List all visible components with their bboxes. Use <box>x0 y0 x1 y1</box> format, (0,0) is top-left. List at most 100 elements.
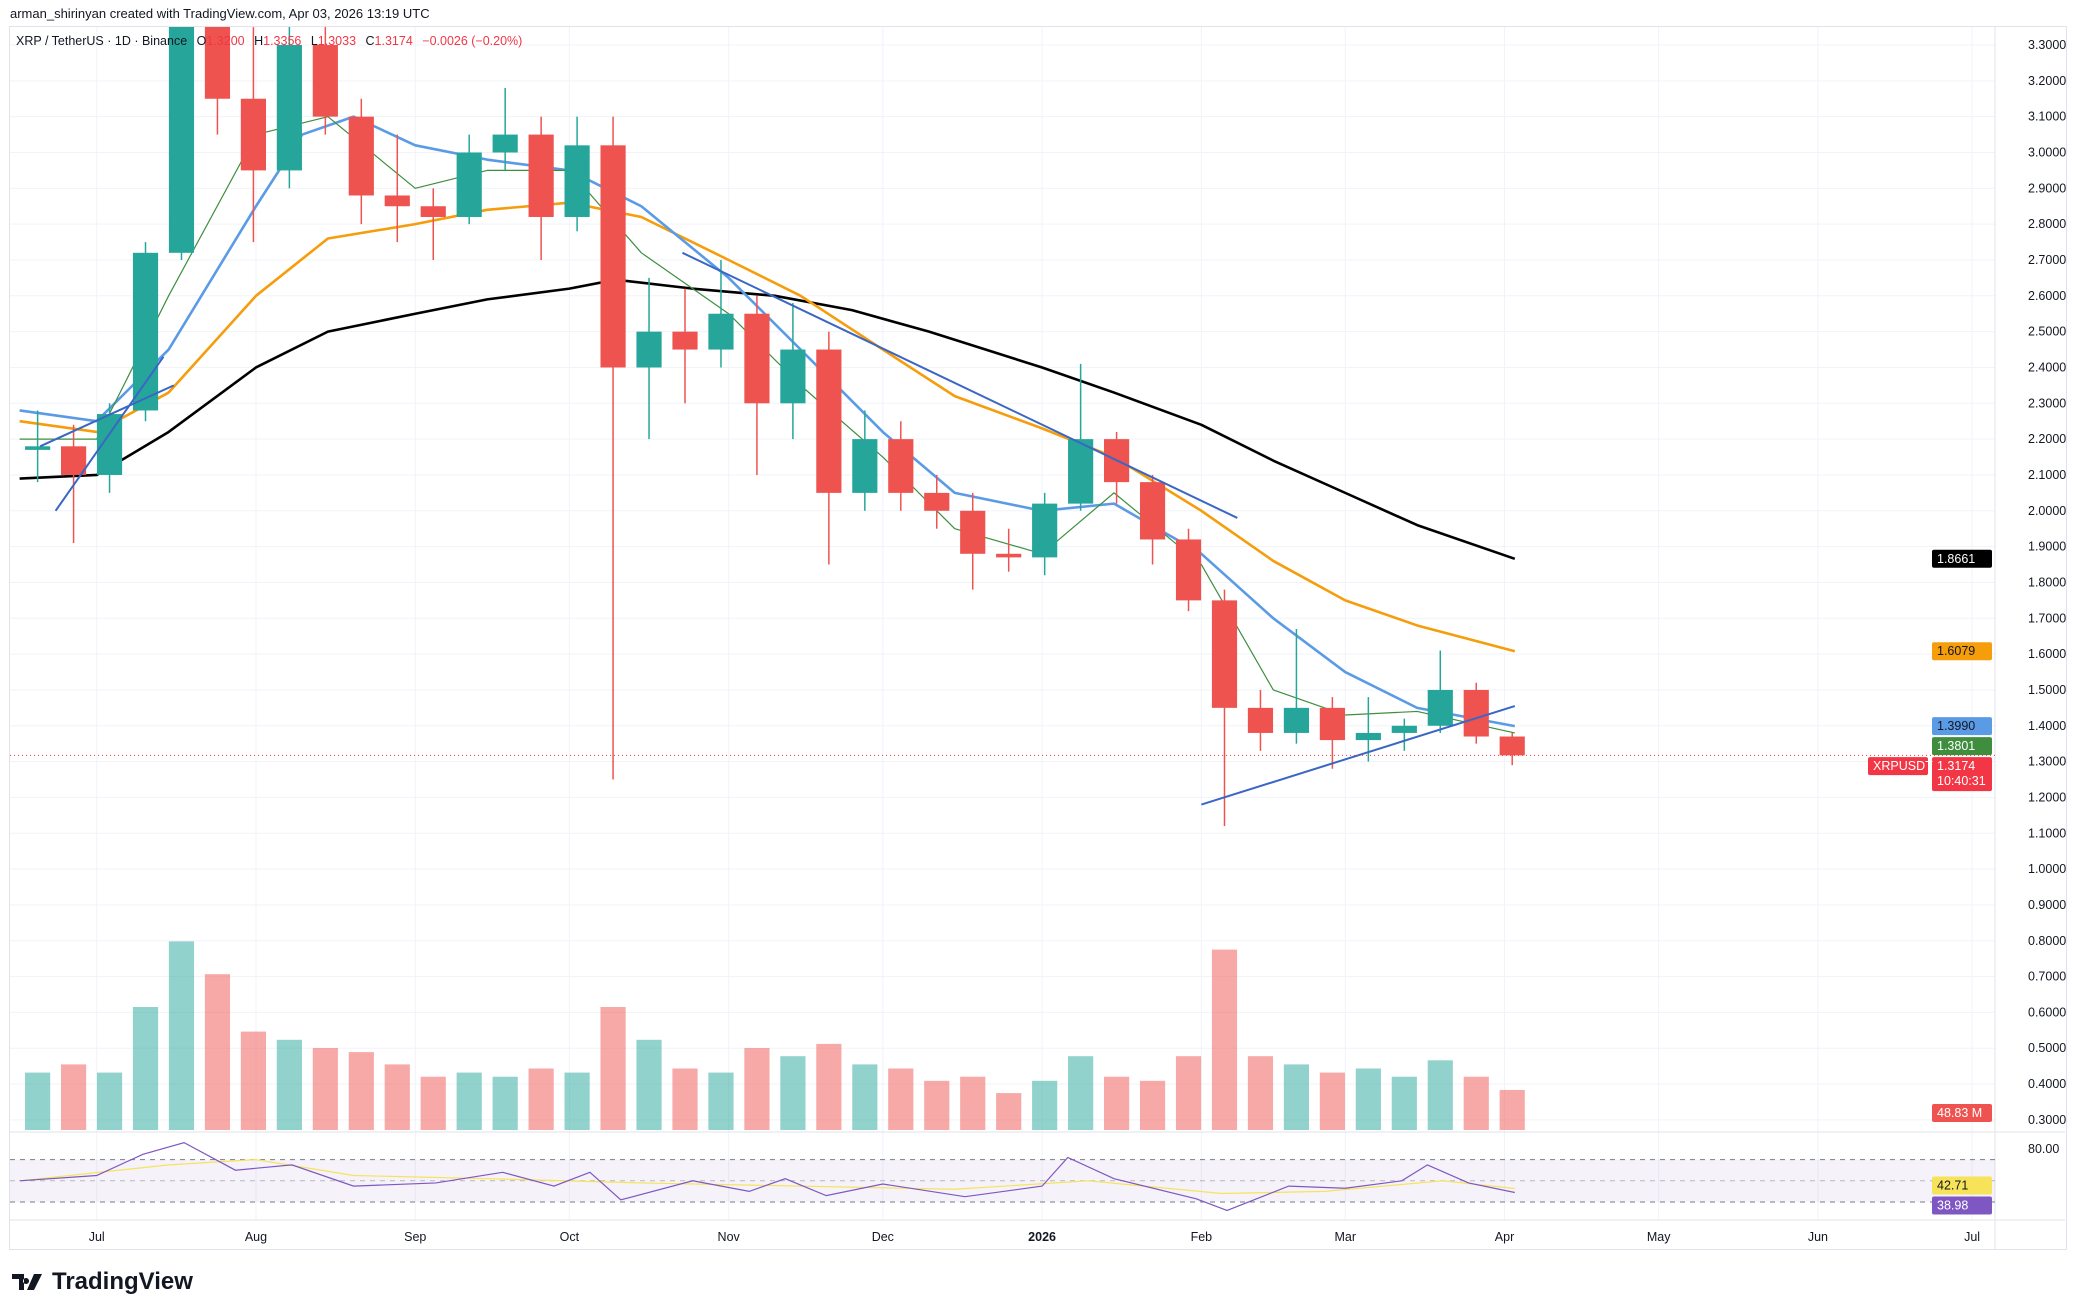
volume-value-label-bg <box>1932 1104 1992 1122</box>
volume-bar <box>1139 1080 1166 1130</box>
price-tick-label: 1.5000 <box>2028 683 2066 697</box>
candle-body <box>132 252 159 411</box>
open-value: 1.3200 <box>206 34 245 48</box>
volume-bar <box>1427 1060 1453 1130</box>
price-tick-label: 1.9000 <box>2028 540 2066 554</box>
volume-bar <box>276 1039 302 1130</box>
price-tick-label: 1.3000 <box>2028 755 2066 769</box>
price-tick-label: 1.8000 <box>2028 575 2066 589</box>
candle-body <box>1211 600 1238 708</box>
price-tick-label: 2.0000 <box>2028 504 2066 518</box>
ma-value-label-bg <box>1932 737 1992 756</box>
ma-value-label-bg <box>1932 549 1992 568</box>
candle-body <box>96 414 123 475</box>
chart-frame <box>9 26 2067 1250</box>
time-tick-label: Apr <box>1495 1230 1514 1244</box>
volume-bar <box>600 1007 626 1130</box>
candle-body <box>25 446 51 450</box>
ma-value-label-bg <box>1932 717 1992 736</box>
candle-body <box>924 492 950 511</box>
last-price-value: 1.3174 <box>1937 759 1975 773</box>
price-tick-label: 2.4000 <box>2028 360 2066 374</box>
moving-average-line <box>19 201 1516 653</box>
tradingview-logo-icon <box>12 1274 42 1290</box>
candle-body <box>780 349 806 404</box>
volume-bar <box>744 1048 770 1130</box>
candle-body <box>636 331 662 368</box>
last-price-tag-bg <box>1932 757 1992 792</box>
volume-bar <box>708 1072 734 1130</box>
candle-body <box>672 331 698 350</box>
candle-body <box>1068 439 1094 504</box>
low-value: 1.3033 <box>317 34 357 48</box>
volume-bar <box>672 1068 698 1130</box>
rsi-value-label: 38.98 <box>1937 1199 1968 1213</box>
time-tick-label: Feb <box>1191 1230 1213 1244</box>
volume-bar <box>1068 1056 1094 1130</box>
volume-bar <box>60 1064 87 1130</box>
time-tick-label: Aug <box>245 1230 267 1244</box>
candle-body <box>888 439 914 493</box>
volume-bar <box>1319 1072 1345 1130</box>
time-tick-label: Jun <box>1808 1230 1828 1244</box>
rsi-value-label-bg <box>1932 1196 1992 1215</box>
volume-bar <box>1355 1068 1381 1130</box>
price-tick-label: 3.3000 <box>2028 38 2066 52</box>
volume-value-label: 48.83 M <box>1937 1106 1982 1120</box>
time-tick-label: 2026 <box>1028 1230 1056 1244</box>
moving-average-line <box>19 115 1516 728</box>
volume-bar <box>1211 949 1238 1130</box>
candle-body <box>1319 707 1345 741</box>
high-label: H <box>254 34 264 48</box>
candle-body <box>996 553 1022 558</box>
price-tick-label: 1.0000 <box>2028 862 2066 876</box>
candle-body <box>600 145 626 368</box>
volume-bar <box>25 1072 51 1130</box>
candle-body <box>348 116 374 196</box>
price-tick-label: 0.4000 <box>2028 1077 2066 1091</box>
candle-body <box>1175 539 1202 601</box>
candle-body <box>528 134 554 217</box>
volume-bar <box>420 1076 446 1130</box>
candle-body <box>456 152 482 217</box>
volume-bar <box>1283 1064 1310 1130</box>
price-tick-label: 1.1000 <box>2028 826 2066 840</box>
volume-bar <box>924 1080 950 1130</box>
symbol-legend: XRP / TetherUS · 1D · Binance O1.3200 H1… <box>16 34 522 48</box>
volume-bar <box>996 1093 1022 1130</box>
trendline <box>39 384 175 448</box>
close-value: 1.3174 <box>374 34 413 48</box>
volume-bar <box>888 1068 914 1130</box>
volume-bar <box>1247 1056 1274 1130</box>
candle-body <box>492 134 518 153</box>
rsi-tick-label: 80.00 <box>2028 1142 2059 1156</box>
open-label: O <box>196 34 207 48</box>
volume-bar <box>132 1007 159 1130</box>
candle-body <box>564 145 590 217</box>
volume-bar <box>564 1072 590 1130</box>
price-tick-label: 0.9000 <box>2028 898 2066 912</box>
high-value: 1.3356 <box>263 34 302 48</box>
symbol-price-tag: XRPUSDT <box>1873 759 1933 773</box>
volume-bar <box>1463 1076 1489 1130</box>
price-tick-label: 2.2000 <box>2028 432 2066 446</box>
ma-value-label: 1.3990 <box>1937 719 1975 733</box>
trendline <box>54 356 165 512</box>
candle-body <box>960 510 986 554</box>
candle-body <box>168 27 195 253</box>
chart-credit: arman_shirinyan created with TradingView… <box>10 6 430 21</box>
close-label: C <box>365 34 375 48</box>
candle-body <box>384 195 410 207</box>
price-tick-label: 1.4000 <box>2028 719 2066 733</box>
volume-bar <box>96 1072 123 1130</box>
time-tick-label: Sep <box>404 1230 426 1244</box>
volume-bar <box>384 1064 410 1130</box>
price-tick-label: 1.2000 <box>2028 790 2066 804</box>
volume-bar <box>1032 1080 1058 1130</box>
tradingview-logo[interactable]: TradingView <box>12 1268 193 1296</box>
ma-value-label-bg <box>1932 642 1992 661</box>
candle-body <box>276 45 302 171</box>
symbol-title[interactable]: XRP / TetherUS · 1D · Binance <box>16 34 188 48</box>
ma-value-label: 1.8661 <box>1937 552 1975 566</box>
